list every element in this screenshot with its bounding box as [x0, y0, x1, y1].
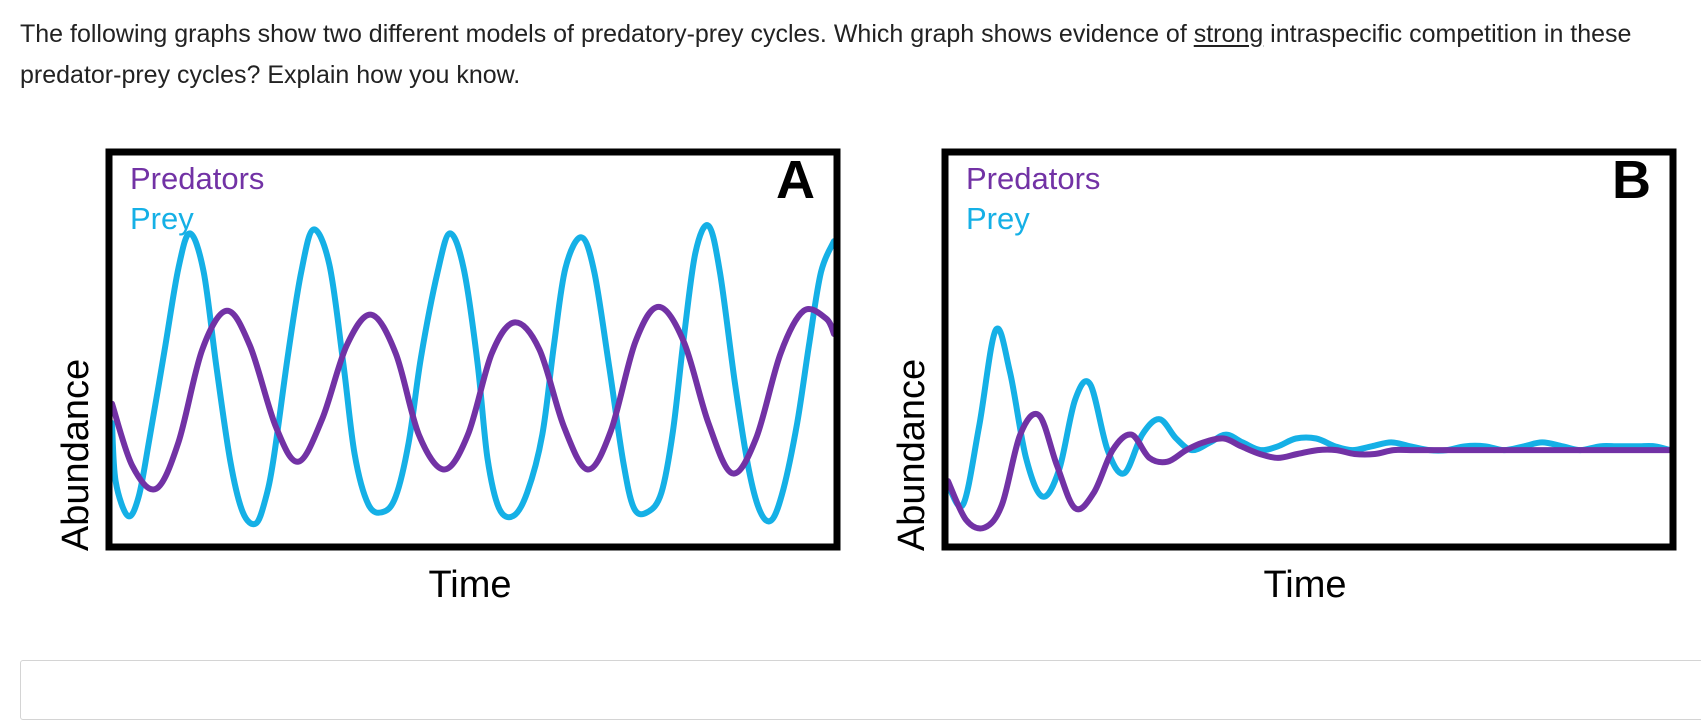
panel-a-ylabel: Abundance	[55, 359, 97, 551]
panel-a-xlabel: Time	[428, 564, 511, 606]
panel-b-predators-line	[945, 411, 1673, 532]
panel-a: Abundance Time Predators Prey A	[55, 148, 841, 606]
panel-a-predators-line	[109, 303, 837, 493]
panel-a-prey-line	[109, 222, 837, 528]
question-part1: The following graphs show two different …	[20, 20, 1194, 48]
panel-b-prey-line	[945, 325, 1673, 510]
panel-b-legend-predators: Predators	[966, 161, 1100, 196]
answer-input-box[interactable]	[20, 660, 1701, 720]
question-part2: intraspecific competition in these preda…	[20, 20, 1632, 89]
panel-b-xlabel: Time	[1263, 564, 1346, 606]
panel-b-frame	[941, 148, 1677, 551]
panel-a-plot	[109, 222, 837, 528]
panel-a-frame	[105, 148, 841, 551]
panel-b-label: B	[1612, 150, 1651, 210]
panel-a-label: A	[776, 150, 815, 210]
question-text: The following graphs show two different …	[20, 14, 1660, 96]
panel-b-plot	[945, 325, 1673, 532]
panel-b: Abundance Time Predators Prey B	[891, 148, 1677, 606]
panel-b-legend-prey: Prey	[966, 201, 1030, 236]
question-emphasis: strong	[1193, 20, 1264, 48]
predator-prey-figure: Abundance Time Predators Prey A Abundanc…	[55, 148, 1677, 606]
panel-a-legend-predators: Predators	[130, 161, 264, 196]
panel-b-ylabel: Abundance	[891, 359, 933, 551]
panel-a-legend-prey: Prey	[130, 201, 194, 236]
